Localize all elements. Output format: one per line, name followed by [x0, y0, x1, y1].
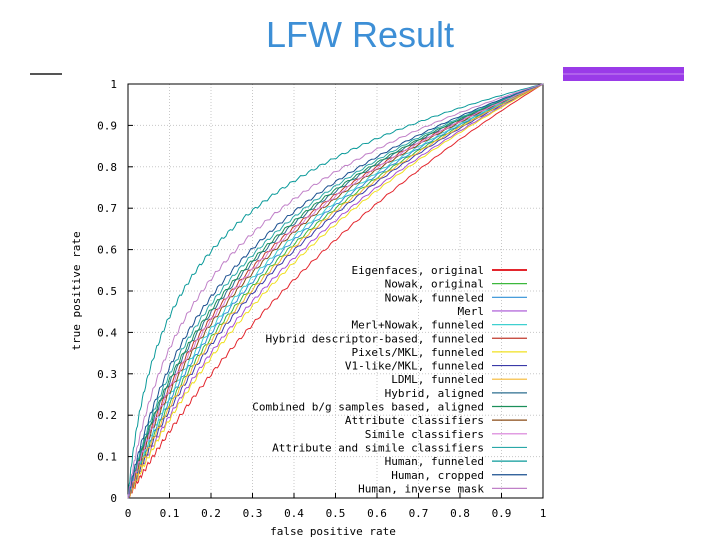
x-tick-label: 0.7	[409, 507, 429, 520]
y-tick-label: 0.9	[97, 119, 117, 132]
series-line	[127, 83, 544, 499]
y-tick-label: 0.6	[97, 244, 117, 257]
series-line	[127, 83, 544, 500]
series-line	[127, 83, 544, 499]
legend-entry-label: Hybrid descriptor-based, funneled	[265, 332, 484, 345]
legend-entry-label: Combined b/g samples based, aligned	[252, 401, 484, 414]
slide-title: LFW Result	[265, 14, 455, 55]
legend-entry-label: Merl+Nowak, funneled	[352, 319, 484, 332]
tick-labels: 0 0.1 0.2 0.3 0.4 0.5 0.6 0.7 0.8 0.9 1 0 0.1 0.2 0.3 0…	[97, 78, 546, 520]
series-line	[127, 83, 544, 499]
y-axis-label: true positive rate	[70, 231, 83, 350]
legend-entry-label: Human, cropped	[391, 469, 484, 482]
x-tick-label: 0.6	[367, 507, 387, 520]
series-line	[127, 83, 544, 499]
legend-entry-label: Nowak, funneled	[385, 291, 484, 304]
legend-entry-label: Pixels/MKL, funneled	[352, 346, 484, 359]
legend-entry-label: Human, funneled	[385, 455, 484, 468]
y-tick-label: 0.4	[97, 326, 117, 339]
series-line	[127, 83, 544, 499]
series-line	[127, 83, 544, 499]
legend-entry-label: Attribute classifiers	[345, 414, 484, 427]
y-tick-label: 0.2	[97, 409, 117, 422]
x-tick-label: 1	[540, 507, 547, 520]
series-line	[127, 83, 544, 499]
x-tick-label: 0.4	[284, 507, 304, 520]
x-tick-label: 0	[125, 507, 132, 520]
y-tick-label: 1	[110, 78, 117, 91]
series-line	[127, 83, 544, 499]
series-lines	[127, 83, 544, 500]
x-tick-label: 0.3	[243, 507, 263, 520]
legend-entry-label: Hybrid, aligned	[385, 387, 484, 400]
legend-entry-label: LDML, funneled	[391, 373, 484, 386]
y-tick-label: 0	[110, 492, 117, 505]
x-tick-label: 0.2	[201, 507, 221, 520]
legend-entry-label: Nowak, original	[385, 278, 484, 291]
legend-entry-label: Merl	[458, 305, 485, 318]
decorative-accent-bar	[563, 67, 684, 81]
series-line	[127, 83, 544, 499]
series-line	[127, 83, 544, 499]
x-tick-label: 0.9	[492, 507, 512, 520]
y-tick-label: 0.3	[97, 368, 117, 381]
legend-entry-label: Attribute and simile classifiers	[272, 441, 484, 454]
series-line	[127, 83, 544, 499]
x-axis-label: false positive rate	[270, 525, 396, 538]
legend-entry-label: Eigenfaces, original	[352, 264, 484, 277]
legend-entry-label: V1-like/MKL, funneled	[345, 360, 484, 373]
decorative-line	[30, 73, 62, 75]
legend-entry-label: Simile classifiers	[365, 428, 484, 441]
legend-entry-label: Human, inverse mask	[358, 482, 484, 495]
y-tick-label: 0.8	[97, 161, 117, 174]
y-tick-label: 0.7	[97, 202, 117, 215]
series-line	[127, 83, 544, 499]
y-tick-label: 0.5	[97, 285, 117, 298]
x-tick-label: 0.1	[160, 507, 180, 520]
x-tick-label: 0.8	[450, 507, 470, 520]
x-tick-label: 0.5	[326, 507, 346, 520]
y-tick-label: 0.1	[97, 451, 117, 464]
